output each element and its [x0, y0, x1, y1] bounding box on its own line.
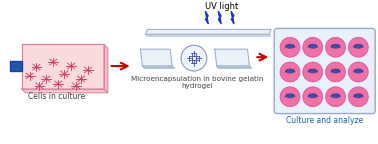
- Polygon shape: [143, 66, 174, 68]
- Ellipse shape: [308, 69, 318, 73]
- Circle shape: [289, 69, 293, 73]
- Polygon shape: [218, 11, 221, 24]
- Circle shape: [280, 62, 300, 82]
- Circle shape: [349, 62, 368, 82]
- Ellipse shape: [285, 44, 295, 49]
- Polygon shape: [22, 89, 108, 93]
- Polygon shape: [205, 11, 208, 24]
- Polygon shape: [141, 49, 172, 66]
- Text: Culture and analyze: Culture and analyze: [286, 116, 363, 125]
- Circle shape: [335, 44, 339, 48]
- Circle shape: [326, 87, 345, 107]
- Polygon shape: [146, 34, 271, 36]
- Text: Cells in culture: Cells in culture: [28, 92, 85, 101]
- Ellipse shape: [308, 44, 318, 49]
- Ellipse shape: [353, 44, 363, 49]
- Circle shape: [349, 87, 368, 107]
- Polygon shape: [104, 44, 108, 93]
- Circle shape: [335, 69, 339, 73]
- Ellipse shape: [331, 44, 341, 49]
- Ellipse shape: [308, 93, 318, 98]
- Circle shape: [349, 37, 368, 57]
- Circle shape: [303, 62, 323, 82]
- Circle shape: [280, 37, 300, 57]
- Polygon shape: [231, 11, 234, 24]
- Circle shape: [312, 94, 316, 98]
- Circle shape: [335, 94, 339, 98]
- Circle shape: [357, 44, 361, 48]
- Ellipse shape: [285, 69, 295, 73]
- Circle shape: [303, 87, 323, 107]
- Circle shape: [357, 69, 361, 73]
- Circle shape: [303, 37, 323, 57]
- Polygon shape: [215, 49, 249, 66]
- Ellipse shape: [331, 69, 341, 73]
- Circle shape: [357, 94, 361, 98]
- Text: Microencapsulation in bovine gelatin
hydrogel: Microencapsulation in bovine gelatin hyd…: [131, 76, 263, 89]
- Ellipse shape: [331, 93, 341, 98]
- Text: UV light: UV light: [205, 2, 238, 11]
- Polygon shape: [217, 66, 251, 68]
- Polygon shape: [22, 44, 104, 89]
- Circle shape: [289, 44, 293, 48]
- Circle shape: [280, 87, 300, 107]
- Circle shape: [289, 94, 293, 98]
- Circle shape: [312, 69, 316, 73]
- Circle shape: [326, 37, 345, 57]
- Ellipse shape: [353, 93, 363, 98]
- Ellipse shape: [285, 93, 295, 98]
- FancyBboxPatch shape: [274, 28, 375, 114]
- Circle shape: [326, 62, 345, 82]
- Polygon shape: [10, 61, 22, 71]
- Ellipse shape: [353, 69, 363, 73]
- Circle shape: [312, 44, 316, 48]
- Polygon shape: [146, 29, 271, 34]
- Circle shape: [181, 45, 207, 71]
